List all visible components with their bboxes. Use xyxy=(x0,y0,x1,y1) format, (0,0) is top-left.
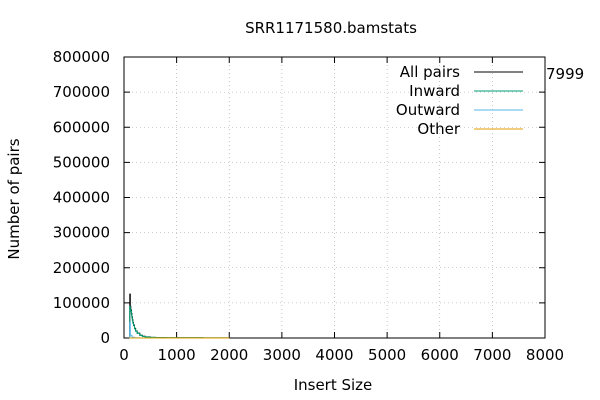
y-axis-label: Number of pairs xyxy=(5,138,23,259)
x-tick-label: 4000 xyxy=(315,346,353,364)
y-tick-label: 100000 xyxy=(53,294,110,312)
legend-label-other: Other xyxy=(417,120,460,138)
x-tick-label: 7000 xyxy=(473,346,511,364)
x-tick-label: 0 xyxy=(119,346,129,364)
series xyxy=(129,293,230,339)
series-line-inward xyxy=(129,305,230,339)
annotation-label: 7999 xyxy=(546,65,584,83)
legend-label-outward: Outward xyxy=(396,101,460,119)
legend-label-all-pairs: All pairs xyxy=(400,63,460,81)
x-axis-label: Insert Size xyxy=(294,376,373,394)
y-tick-label: 0 xyxy=(100,329,110,347)
x-tick-label: 2000 xyxy=(210,346,248,364)
chart-title: SRR1171580.bamstats xyxy=(245,19,417,37)
y-tick-label: 600000 xyxy=(53,118,110,136)
y-tick-label: 200000 xyxy=(53,259,110,277)
series-line-all-pairs xyxy=(129,293,230,339)
tick-labels: 0 1000 2000 3000 4000 5000 6000 7000 8000 0 100000… xyxy=(53,48,564,364)
y-tick-label: 800000 xyxy=(53,48,110,66)
x-tick-label: 1000 xyxy=(158,346,196,364)
x-tick-label: 8000 xyxy=(526,346,564,364)
x-tick-label: 6000 xyxy=(421,346,459,364)
grid xyxy=(124,57,545,338)
legend-label-inward: Inward xyxy=(409,82,460,100)
axes xyxy=(123,56,546,339)
y-tick-label: 400000 xyxy=(53,189,110,207)
x-tick-label: 5000 xyxy=(368,346,406,364)
y-tick-label: 700000 xyxy=(53,83,110,101)
y-tick-label: 500000 xyxy=(53,153,110,171)
y-tick-label: 300000 xyxy=(53,224,110,242)
x-tick-label: 3000 xyxy=(263,346,301,364)
